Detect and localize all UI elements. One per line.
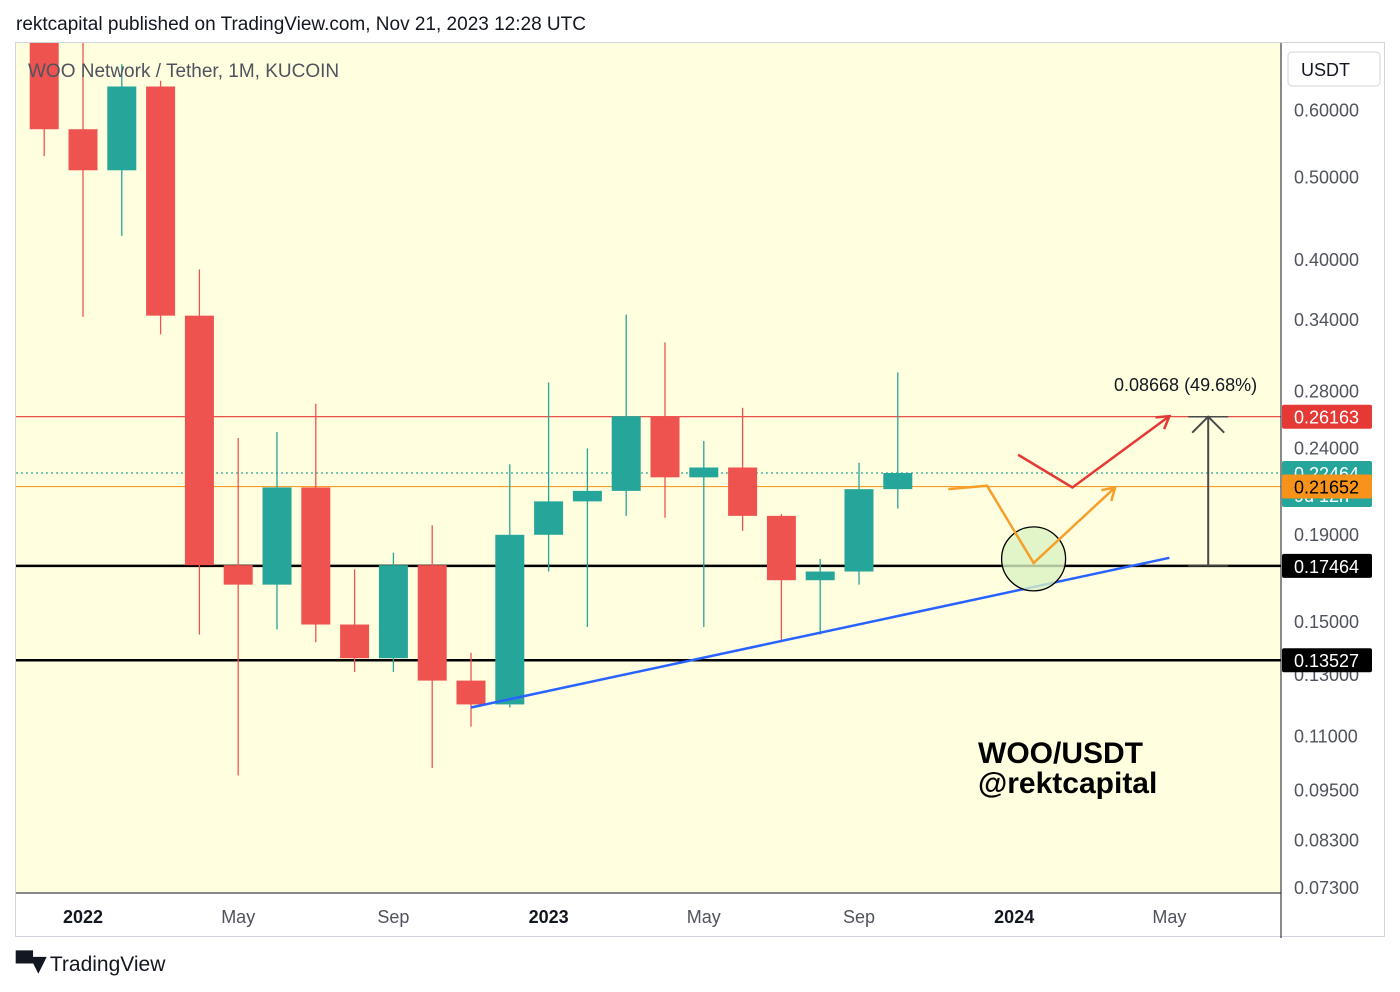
footer-brand-label: TradingView xyxy=(49,952,166,976)
time-tick-label: May xyxy=(687,907,721,927)
candle-body xyxy=(572,490,602,502)
candle-body xyxy=(844,489,874,572)
price-label-box xyxy=(1282,474,1372,499)
price-label-box xyxy=(1282,553,1372,578)
candle-body xyxy=(495,534,525,705)
candle-body xyxy=(68,129,98,171)
candle-body xyxy=(29,43,59,130)
price-tick-label: 0.09500 xyxy=(1294,781,1359,801)
tradingview-logo-icon: ▀▼ xyxy=(16,952,47,977)
measure-label: 0.08668 (49.68%) xyxy=(1114,375,1257,395)
time-tick-label: Sep xyxy=(377,907,409,927)
candle-body xyxy=(107,86,137,171)
candle-body xyxy=(262,487,292,585)
price-tick-label: 0.60000 xyxy=(1294,100,1359,120)
footer-brand[interactable]: ▀▼ TradingView xyxy=(16,952,165,977)
publish-header: rektcapital published on TradingView.com… xyxy=(16,14,586,35)
time-tick-label: 2023 xyxy=(529,907,569,927)
candle-body xyxy=(728,467,758,516)
candle-body xyxy=(611,416,641,491)
candle-body xyxy=(417,565,447,681)
currency-button-label: USDT xyxy=(1301,60,1350,80)
price-tick-label: 0.11000 xyxy=(1294,727,1358,747)
symbol-legend: WOO Network / Tether, 1M, KUCOIN xyxy=(28,61,339,82)
currency-button[interactable]: USDT xyxy=(1287,51,1381,87)
candle-body xyxy=(534,501,564,535)
time-tick-label: 2022 xyxy=(63,907,103,927)
candle-body xyxy=(805,571,835,581)
price-label: 0.17464 xyxy=(1294,557,1359,577)
candle-body xyxy=(223,565,253,585)
candle-body xyxy=(883,473,913,490)
watermark-pair: WOO/USDT xyxy=(978,737,1143,770)
candle-body xyxy=(301,487,331,625)
price-tick-label: 0.07300 xyxy=(1294,878,1359,898)
price-tick-label: 0.34000 xyxy=(1294,310,1359,330)
projection-orange xyxy=(948,484,1116,566)
highlight-circle xyxy=(1000,526,1067,592)
measure-arrowhead xyxy=(1191,415,1225,434)
candle-body xyxy=(184,315,214,566)
candle-body xyxy=(456,680,486,705)
candle-body xyxy=(766,515,796,581)
price-tick-label: 0.50000 xyxy=(1294,168,1359,188)
candle-body xyxy=(378,565,408,659)
price-tick-label: 0.28000 xyxy=(1294,382,1359,402)
time-tick-label: May xyxy=(221,907,255,927)
price-tick-label: 0.19000 xyxy=(1294,525,1359,545)
watermark-author: @rektcapital xyxy=(978,767,1157,800)
chart-container[interactable]: 0.60000 0.50000 0.40000 0.34000 0.28000 0.240… xyxy=(15,42,1386,938)
projection-orange-arrowhead xyxy=(1101,485,1117,502)
price-label: 0.26163 xyxy=(1294,408,1359,428)
candle-body xyxy=(650,416,680,478)
plot-background xyxy=(16,43,1281,893)
candle-body xyxy=(146,86,176,316)
candlestick-chart[interactable]: 0.60000 0.50000 0.40000 0.34000 0.28000 0.240… xyxy=(16,43,1386,938)
candle-body xyxy=(689,467,719,478)
price-tick-label: 0.15000 xyxy=(1294,612,1359,632)
time-tick-label: Sep xyxy=(843,907,875,927)
price-label: 0.13527 xyxy=(1294,651,1359,671)
price-label-box xyxy=(1282,404,1372,429)
price-tick-label: 0.40000 xyxy=(1294,250,1359,270)
projection-red xyxy=(1017,415,1171,489)
price-label: 0.21652 xyxy=(1294,478,1359,498)
projection-red-arrowhead xyxy=(1155,414,1172,430)
price-label-box xyxy=(1282,648,1372,673)
price-tick-label: 0.08300 xyxy=(1294,831,1359,851)
price-tick-label: 0.24000 xyxy=(1294,439,1359,459)
candle-body xyxy=(340,624,370,659)
time-tick-label: 2024 xyxy=(994,907,1034,927)
time-tick-label: May xyxy=(1152,907,1186,927)
